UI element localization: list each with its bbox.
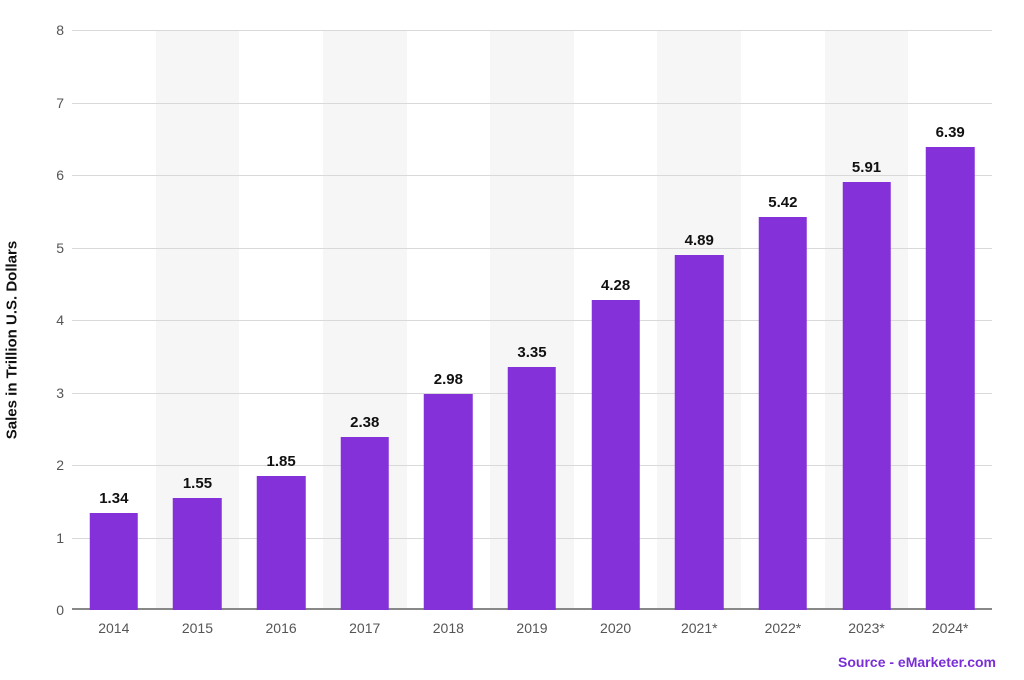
x-tick-label: 2024*	[932, 620, 969, 636]
bar: 2.98	[424, 394, 473, 610]
bar-slot: 6.392024*	[908, 30, 992, 610]
bar-value-label: 1.55	[183, 475, 212, 492]
y-tick-label: 7	[56, 95, 64, 111]
bar-value-label: 2.98	[434, 371, 463, 388]
x-tick-label: 2020	[600, 620, 631, 636]
bar-value-label: 4.89	[685, 232, 714, 249]
bar: 4.89	[675, 255, 724, 610]
bar-slot: 1.342014	[72, 30, 156, 610]
bar-value-label: 5.91	[852, 159, 881, 176]
plot-area: 0123456781.3420141.5520151.8520162.38201…	[72, 30, 992, 610]
bar-value-label: 1.85	[266, 453, 295, 470]
bar: 3.35	[508, 367, 557, 610]
x-tick-label: 2019	[516, 620, 547, 636]
bar-slot: 5.912023*	[825, 30, 909, 610]
x-tick-label: 2023*	[848, 620, 885, 636]
bar-value-label: 5.42	[768, 194, 797, 211]
x-tick-label: 2016	[266, 620, 297, 636]
x-tick-label: 2014	[98, 620, 129, 636]
bars-layer: 1.3420141.5520151.8520162.3820172.982018…	[72, 30, 992, 610]
bar-slot: 4.892021*	[657, 30, 741, 610]
bar-value-label: 2.38	[350, 414, 379, 431]
bar-slot: 1.852016	[239, 30, 323, 610]
bar: 1.85	[257, 476, 306, 610]
x-tick-label: 2018	[433, 620, 464, 636]
x-tick-label: 2015	[182, 620, 213, 636]
y-tick-label: 0	[56, 602, 64, 618]
bar: 6.39	[926, 147, 975, 610]
y-tick-label: 3	[56, 385, 64, 401]
source-label: Source - eMarketer.com	[838, 654, 996, 670]
x-tick-label: 2022*	[765, 620, 802, 636]
y-tick-label: 5	[56, 240, 64, 256]
y-tick-label: 1	[56, 530, 64, 546]
bar: 1.55	[173, 498, 222, 610]
bar: 2.38	[340, 437, 389, 610]
y-tick-label: 4	[56, 312, 64, 328]
y-tick-label: 6	[56, 167, 64, 183]
bar: 5.42	[759, 217, 808, 610]
x-tick-label: 2021*	[681, 620, 718, 636]
bar-value-label: 1.34	[99, 490, 128, 507]
bar-slot: 2.982018	[407, 30, 491, 610]
x-tick-label: 2017	[349, 620, 380, 636]
bar: 4.28	[591, 300, 640, 610]
y-tick-label: 8	[56, 22, 64, 38]
bar-value-label: 3.35	[517, 344, 546, 361]
bar: 5.91	[842, 182, 891, 610]
y-tick-label: 2	[56, 457, 64, 473]
bar-slot: 1.552015	[156, 30, 240, 610]
bar-value-label: 6.39	[936, 124, 965, 141]
bar-value-label: 4.28	[601, 277, 630, 294]
bar-slot: 4.282020	[574, 30, 658, 610]
bar-slot: 2.382017	[323, 30, 407, 610]
y-axis-label: Sales in Trillion U.S. Dollars	[4, 241, 21, 439]
bar-slot: 5.422022*	[741, 30, 825, 610]
bar-slot: 3.352019	[490, 30, 574, 610]
bar: 1.34	[90, 513, 139, 610]
chart-container: Sales in Trillion U.S. Dollars 0 1 2 3 4 5 6 7 8…	[0, 0, 1024, 680]
